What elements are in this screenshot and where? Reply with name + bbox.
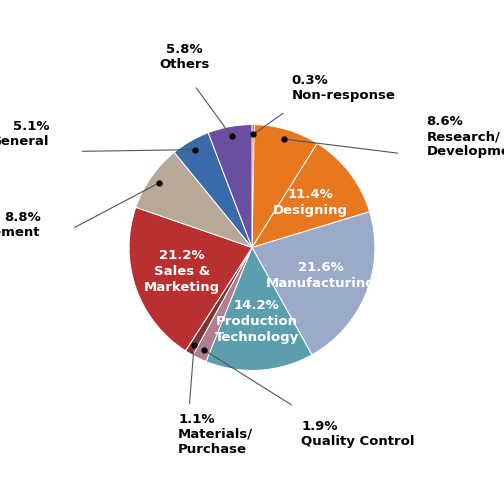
Wedge shape: [252, 143, 369, 248]
Wedge shape: [252, 125, 255, 248]
Wedge shape: [208, 125, 252, 248]
Wedge shape: [206, 248, 312, 370]
Text: 21.6%
Manufacturing: 21.6% Manufacturing: [266, 260, 375, 290]
Text: 1.1%
Materials/
Purchase: 1.1% Materials/ Purchase: [178, 413, 254, 456]
Text: 8.6%
Research/
Development: 8.6% Research/ Development: [426, 115, 504, 158]
Text: 21.2%
Sales &
Marketing: 21.2% Sales & Marketing: [144, 249, 220, 294]
Text: 0.3%
Non-response: 0.3% Non-response: [291, 74, 395, 101]
Text: 8.8%
Management: 8.8% Management: [0, 211, 40, 240]
Wedge shape: [136, 152, 252, 248]
Wedge shape: [129, 207, 252, 351]
Text: 5.1%
General: 5.1% General: [0, 120, 49, 148]
Text: 14.2%
Production
Technology: 14.2% Production Technology: [215, 298, 299, 344]
Wedge shape: [174, 133, 252, 248]
Wedge shape: [193, 248, 252, 361]
Wedge shape: [252, 212, 375, 355]
Wedge shape: [252, 125, 317, 248]
Text: 5.8%
Others: 5.8% Others: [159, 43, 210, 71]
Text: 11.4%
Designing: 11.4% Designing: [273, 188, 348, 217]
Text: 1.9%
Quality Control: 1.9% Quality Control: [301, 420, 415, 448]
Wedge shape: [185, 248, 252, 355]
